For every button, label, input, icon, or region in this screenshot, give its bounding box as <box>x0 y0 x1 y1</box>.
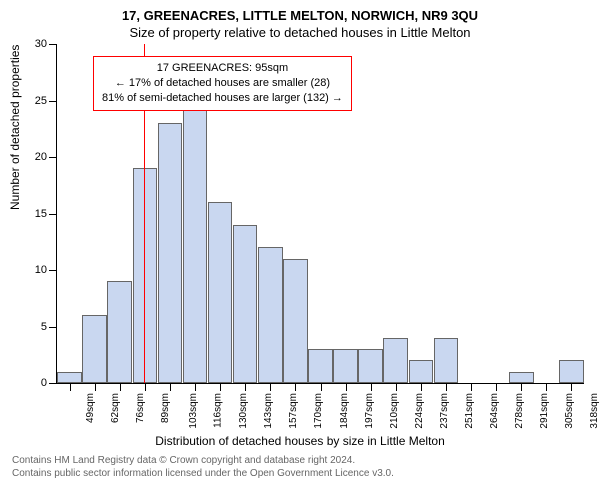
x-tick-label: 184sqm <box>338 393 349 429</box>
x-tick <box>371 383 372 391</box>
histogram-bar <box>383 338 408 383</box>
y-tick-label: 20 <box>35 151 57 163</box>
x-tick-label: 318sqm <box>589 393 600 429</box>
x-tick-label: 251sqm <box>464 393 475 429</box>
x-tick-label: 89sqm <box>160 393 171 423</box>
y-tick-label: 15 <box>35 208 57 220</box>
histogram-bar <box>333 349 358 383</box>
x-axis-label: Distribution of detached houses by size … <box>0 434 600 448</box>
histogram-bar <box>559 360 584 383</box>
x-tick <box>446 383 447 391</box>
x-tick-label: 197sqm <box>363 393 374 429</box>
x-tick <box>496 383 497 391</box>
x-tick-label: 76sqm <box>135 393 146 423</box>
y-axis-label: Number of detached properties <box>8 45 22 210</box>
histogram-bar <box>82 315 107 383</box>
plot-area: 05101520253049sqm62sqm76sqm89sqm103sqm11… <box>56 44 584 384</box>
x-tick-label: 116sqm <box>212 393 223 428</box>
histogram-bar <box>434 338 459 383</box>
x-tick <box>346 383 347 391</box>
x-tick-label: 278sqm <box>514 393 525 429</box>
x-tick-label: 157sqm <box>288 393 299 429</box>
x-tick-label: 143sqm <box>263 393 274 429</box>
x-tick <box>70 383 71 391</box>
x-tick <box>546 383 547 391</box>
histogram-bar <box>509 372 534 383</box>
x-tick-label: 224sqm <box>414 393 425 429</box>
x-tick <box>220 383 221 391</box>
x-tick <box>421 383 422 391</box>
x-tick <box>95 383 96 391</box>
y-tick-label: 5 <box>41 321 57 333</box>
x-tick <box>145 383 146 391</box>
x-tick-label: 62sqm <box>110 393 121 423</box>
histogram-bar <box>107 281 132 383</box>
x-tick <box>571 383 572 391</box>
x-tick <box>295 383 296 391</box>
annotation-line: 81% of semi-detached houses are larger (… <box>102 91 343 106</box>
x-tick <box>120 383 121 391</box>
annotation-line: ← 17% of detached houses are smaller (28… <box>102 76 343 91</box>
x-tick <box>521 383 522 391</box>
histogram-bar <box>283 259 308 383</box>
y-tick-label: 25 <box>35 95 57 107</box>
histogram-bar <box>208 202 233 383</box>
annotation-line: 17 GREENACRES: 95sqm <box>102 61 343 76</box>
x-tick <box>245 383 246 391</box>
y-tick-label: 0 <box>41 377 57 389</box>
footer-attribution: Contains HM Land Registry data © Crown c… <box>0 448 600 480</box>
x-tick <box>471 383 472 391</box>
histogram-bar <box>308 349 333 383</box>
x-tick-label: 49sqm <box>85 393 96 423</box>
y-tick-label: 10 <box>35 264 57 276</box>
x-tick-label: 130sqm <box>238 393 249 429</box>
x-tick <box>195 383 196 391</box>
page-title-subtitle: Size of property relative to detached ho… <box>0 23 600 44</box>
histogram-bar <box>358 349 383 383</box>
x-tick <box>270 383 271 391</box>
x-tick-label: 237sqm <box>439 393 450 429</box>
y-tick-label: 30 <box>35 38 57 50</box>
histogram-bar <box>258 247 283 383</box>
x-tick <box>396 383 397 391</box>
annotation-box: 17 GREENACRES: 95sqm← 17% of detached ho… <box>93 56 352 111</box>
x-tick-label: 103sqm <box>188 393 199 429</box>
x-tick <box>321 383 322 391</box>
histogram-bar <box>158 123 183 383</box>
x-tick-label: 305sqm <box>564 393 575 429</box>
histogram-bar <box>183 101 208 384</box>
x-tick-label: 291sqm <box>539 393 550 429</box>
x-tick-label: 264sqm <box>489 393 500 429</box>
histogram-bar <box>409 360 434 383</box>
x-tick-label: 170sqm <box>313 393 324 429</box>
page-title-address: 17, GREENACRES, LITTLE MELTON, NORWICH, … <box>0 0 600 23</box>
x-tick-label: 210sqm <box>388 393 399 429</box>
footer-line2: Contains public sector information licen… <box>12 467 588 480</box>
histogram-bar <box>133 168 158 383</box>
histogram-bar <box>233 225 258 383</box>
footer-line1: Contains HM Land Registry data © Crown c… <box>12 454 588 467</box>
histogram-chart: 05101520253049sqm62sqm76sqm89sqm103sqm11… <box>56 44 584 384</box>
histogram-bar <box>57 372 82 383</box>
x-tick <box>170 383 171 391</box>
